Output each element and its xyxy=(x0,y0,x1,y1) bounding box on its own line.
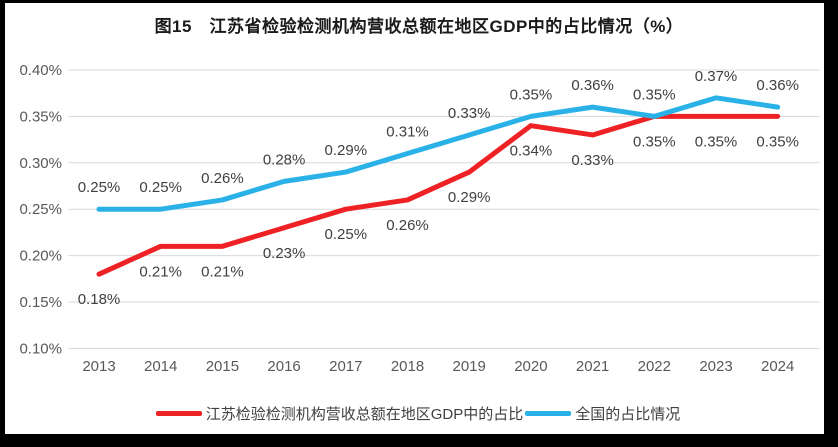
chart-legend: 江苏检验检测机构营收总额在地区GDP中的占比 全国的占比情况 xyxy=(0,403,838,424)
data-label: 0.29% xyxy=(325,142,368,159)
data-label: 0.25% xyxy=(139,179,182,196)
x-tick-label: 2015 xyxy=(206,358,239,375)
data-label: 0.31% xyxy=(386,124,429,141)
data-label: 0.36% xyxy=(571,77,614,94)
legend-swatch-national-icon xyxy=(525,411,572,416)
data-label: 0.36% xyxy=(756,77,799,94)
data-label: 0.25% xyxy=(325,226,368,243)
data-label: 0.34% xyxy=(510,143,553,160)
legend-label-jiangsu: 江苏检验检测机构营收总额在地区GDP中的占比 xyxy=(205,406,524,423)
y-tick-label: 0.10% xyxy=(19,340,62,357)
data-label: 0.33% xyxy=(571,152,614,169)
data-label: 0.28% xyxy=(263,151,306,168)
data-label: 0.29% xyxy=(448,189,491,206)
data-label: 0.35% xyxy=(695,133,738,150)
x-tick-label: 2016 xyxy=(267,358,300,375)
y-tick-label: 0.40% xyxy=(19,62,62,79)
chart-canvas xyxy=(5,3,824,434)
data-label: 0.21% xyxy=(139,263,182,280)
series-line-1 xyxy=(96,95,781,212)
data-label: 0.37% xyxy=(695,68,738,85)
y-tick-label: 0.15% xyxy=(19,294,62,311)
y-tick-label: 0.30% xyxy=(19,155,62,172)
x-tick-label: 2024 xyxy=(761,358,794,375)
data-label: 0.21% xyxy=(201,263,244,280)
data-label: 0.35% xyxy=(633,133,676,150)
data-label: 0.33% xyxy=(448,105,491,122)
x-tick-label: 2013 xyxy=(82,358,115,375)
x-tick-label: 2017 xyxy=(329,358,362,375)
data-label: 0.26% xyxy=(386,217,429,234)
y-tick-label: 0.20% xyxy=(19,248,62,265)
legend-label-national: 全国的占比情况 xyxy=(575,406,681,423)
x-tick-label: 2021 xyxy=(576,358,609,375)
y-tick-label: 0.25% xyxy=(19,201,62,218)
chart-title: 图15 江苏省检验检测机构营收总额在地区GDP中的占比情况（%） xyxy=(154,17,684,36)
data-label: 0.35% xyxy=(510,86,553,103)
x-tick-label: 2020 xyxy=(514,358,547,375)
x-tick-label: 2023 xyxy=(699,358,732,375)
y-tick-label: 0.35% xyxy=(19,108,62,125)
data-label: 0.26% xyxy=(201,170,244,187)
data-label: 0.18% xyxy=(78,291,121,308)
data-label: 0.35% xyxy=(633,86,676,103)
x-tick-label: 2014 xyxy=(144,358,177,375)
x-tick-label: 2018 xyxy=(391,358,424,375)
x-tick-label: 2022 xyxy=(638,358,671,375)
data-label: 0.23% xyxy=(263,245,306,262)
data-label: 0.25% xyxy=(78,179,121,196)
legend-swatch-jiangsu-icon xyxy=(155,411,202,416)
data-label: 0.35% xyxy=(756,133,799,150)
x-tick-label: 2019 xyxy=(453,358,486,375)
series-line-0 xyxy=(96,113,781,277)
